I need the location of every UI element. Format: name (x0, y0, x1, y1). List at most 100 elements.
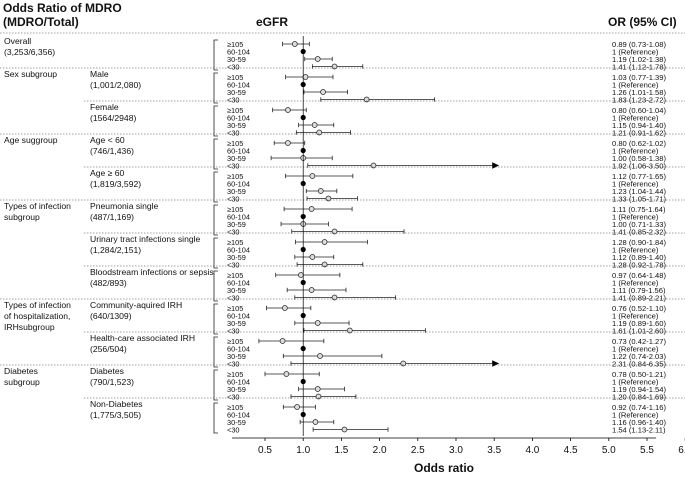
or-point (321, 261, 328, 268)
egfr-level-label: 60-104 (227, 113, 250, 122)
egfr-level-label: 60-104 (227, 410, 250, 419)
group-label: (1,284/2,151) (90, 245, 141, 255)
group-label: (640/1309) (90, 311, 132, 321)
or-ci-value: 1.16 (0.96-1.40) (612, 418, 667, 427)
group-label: (1,775/3,505) (90, 410, 141, 420)
or-ci-value: 1.12 (0.89-1.40) (612, 253, 667, 262)
or-ci-value: 1.20 (0.84-1.69) (612, 392, 667, 401)
group-label: Non-Diabetes (90, 399, 143, 409)
egfr-level-label: ≥105 (227, 271, 243, 280)
or-point (312, 419, 319, 425)
or-ci-value: 1.12 (0.77-1.65) (612, 172, 667, 181)
x-tick-label: 2.0 (373, 445, 387, 456)
group-label: (1564/2948) (90, 113, 136, 123)
group-label: (1,819/3,592) (90, 179, 141, 189)
egfr-bracket (213, 336, 218, 368)
or-ci-value: 1 (Reference) (612, 377, 659, 386)
or-point (309, 254, 316, 260)
or-ci-value: 1.03 (0.77-1.39) (612, 73, 667, 82)
group-label: Male (90, 69, 109, 79)
or-ci-value: 1.00 (0.71-1.33) (612, 220, 667, 229)
x-tick-label: 0.5 (258, 445, 272, 456)
or-point (311, 122, 318, 128)
egfr-level-label: 30-59 (227, 55, 246, 64)
or-point (285, 107, 291, 113)
group-label: (256/504) (90, 344, 127, 354)
egfr-level-label: 60-104 (227, 146, 250, 155)
egfr-level-label: 60-104 (227, 245, 250, 254)
egfr-level-label: ≥105 (227, 40, 243, 49)
egfr-level-label: 60-104 (227, 179, 250, 188)
x-tick-label: 4.5 (564, 445, 578, 456)
egfr-level-label: 30-59 (227, 121, 246, 130)
x-axis: 0.5 1.0 1.5 2.0 2.5 3.0 3.5 4.0 4.5 5.0 5.5 6.0 (232, 437, 685, 456)
egfr-level-label: <30 (227, 194, 240, 203)
egfr-level-label: <30 (227, 62, 240, 71)
or-point (315, 393, 322, 400)
or-ci-header: OR (95% CI) (608, 15, 677, 29)
egfr-level-label: <30 (227, 260, 240, 269)
egfr-level-label: 30-59 (227, 418, 246, 427)
or-ci-value: 0.97 (0.64-1.48) (612, 271, 667, 280)
egfr-level-label: <30 (227, 392, 240, 401)
egfr-bracket (213, 270, 218, 302)
section-label: IRHsubgroup (4, 322, 55, 332)
or-ci-value: 2.31 (0.84-6.35) (612, 359, 667, 368)
egfr-level-label: ≥105 (227, 106, 243, 115)
or-ci-value: 1.28 (0.90-1.84) (612, 238, 667, 247)
or-point (314, 386, 321, 392)
or-ci-value: 1 (Reference) (612, 179, 659, 188)
or-point (283, 371, 290, 377)
group-label: Health-care associated IRH (90, 333, 195, 343)
or-ci-value: 1.22 (0.74-2.03) (612, 352, 667, 361)
group-label: Age ≥ 60 (90, 168, 125, 178)
or-ci-value: 0.76 (0.52-1.10) (612, 304, 667, 313)
or-ci-value: 1.28 (0.92-1.78) (612, 260, 667, 269)
group-label: Urinary tract infections single (90, 234, 201, 244)
plot-title-line1: Odds Ratio of MDRO (3, 1, 122, 15)
egfr-level-label: <30 (227, 95, 240, 104)
or-point (308, 287, 315, 293)
section-label: Diabetes (4, 366, 38, 376)
egfr-level-label: 30-59 (227, 187, 246, 196)
or-ci-value: 1.41 (1.12-1.78) (612, 62, 667, 71)
or-ci-value: 1.23 (1.04-1.44) (612, 187, 667, 196)
forest-rows: Overall(3,253/6,356) ≥105 0.89 (0.73-1.08)… (0, 32, 685, 436)
egfr-level-label: 60-104 (227, 80, 250, 89)
or-ci-value: 1 (Reference) (612, 146, 659, 155)
or-ci-value: 1.19 (0.94-1.54) (612, 385, 667, 394)
or-ci-value: 1.19 (0.89-1.60) (612, 319, 667, 328)
group-label: (1,001/2,080) (90, 80, 141, 90)
egfr-level-label: ≥105 (227, 403, 243, 412)
x-tick-label: 5.0 (602, 445, 616, 456)
or-point (341, 426, 348, 433)
egfr-level-label: 30-59 (227, 385, 246, 394)
or-ci-value: 1.21 (0.91-1.62) (612, 128, 667, 137)
egfr-level-label: ≥105 (227, 172, 243, 181)
x-tick-label: 4.0 (525, 445, 539, 456)
egfr-level-label: 60-104 (227, 212, 250, 221)
x-tick-label: 2.5 (411, 445, 425, 456)
group-label: (487/1,169) (90, 212, 134, 222)
egfr-bracket (213, 39, 218, 71)
or-ci-value: 1.41 (0.85-2.32) (612, 227, 667, 236)
section-label: subgroup (4, 377, 40, 387)
egfr-bracket (213, 105, 218, 137)
group-label: (746/1,436) (90, 146, 134, 156)
or-ci-value: 0.80 (0.60-1.04) (612, 106, 667, 115)
egfr-level-label: ≥105 (227, 139, 243, 148)
egfr-level-label: ≥105 (227, 205, 243, 214)
egfr-level-label: 30-59 (227, 319, 246, 328)
egfr-level-label: 60-104 (227, 278, 250, 287)
or-ci-value: 1 (Reference) (612, 245, 659, 254)
or-ci-value: 1.33 (1.05-1.71) (612, 194, 667, 203)
section-label: Types of infection (4, 300, 71, 310)
x-tick-label: 1.0 (296, 445, 310, 456)
or-ci-value: 1.54 (1.13-2.11) (612, 425, 666, 434)
or-ci-value: 0.92 (0.74-1.16) (612, 403, 667, 412)
group-label: Age < 60 (90, 135, 125, 145)
egfr-bracket (213, 402, 218, 434)
or-ci-value: 0.73 (0.42-1.27) (612, 337, 667, 346)
x-tick-label: 3.5 (487, 445, 501, 456)
group-label: (482/893) (90, 278, 127, 288)
